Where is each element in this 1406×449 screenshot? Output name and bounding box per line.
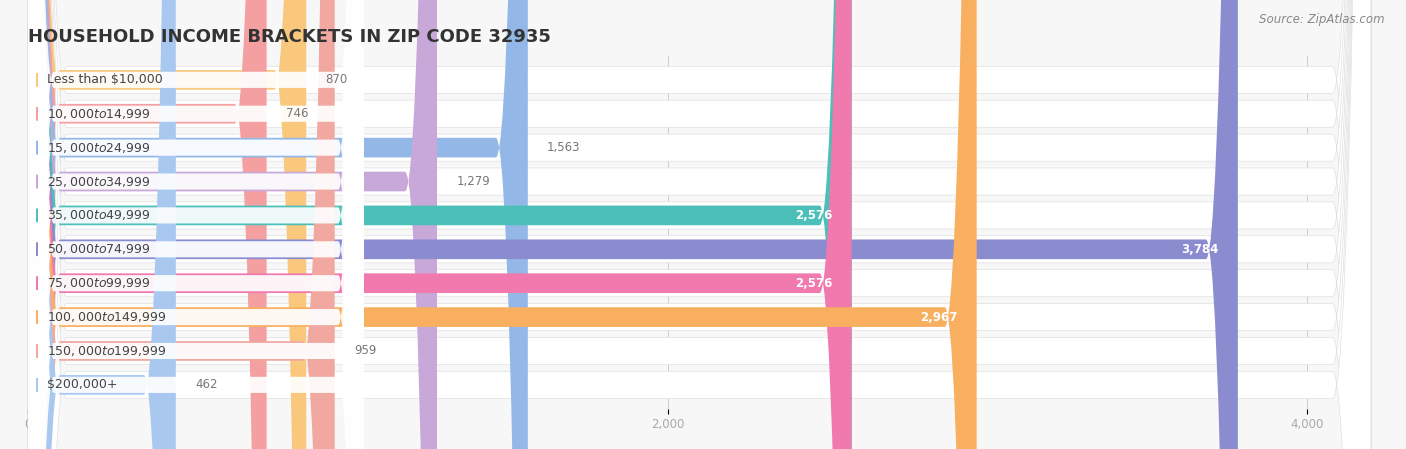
FancyBboxPatch shape (28, 0, 1371, 449)
Text: 870: 870 (325, 73, 347, 86)
FancyBboxPatch shape (28, 0, 364, 449)
Text: $35,000 to $49,999: $35,000 to $49,999 (46, 208, 150, 222)
FancyBboxPatch shape (28, 0, 364, 449)
Text: Less than $10,000: Less than $10,000 (46, 73, 163, 86)
FancyBboxPatch shape (28, 0, 364, 449)
FancyBboxPatch shape (28, 0, 364, 449)
FancyBboxPatch shape (28, 0, 364, 449)
Text: 1,279: 1,279 (456, 175, 489, 188)
FancyBboxPatch shape (28, 0, 335, 449)
FancyBboxPatch shape (28, 0, 527, 449)
Text: Source: ZipAtlas.com: Source: ZipAtlas.com (1260, 13, 1385, 26)
FancyBboxPatch shape (28, 0, 364, 449)
FancyBboxPatch shape (28, 0, 1371, 449)
Text: $10,000 to $14,999: $10,000 to $14,999 (46, 107, 150, 121)
Text: 2,576: 2,576 (796, 277, 832, 290)
FancyBboxPatch shape (28, 0, 364, 449)
FancyBboxPatch shape (28, 0, 1371, 449)
Text: $25,000 to $34,999: $25,000 to $34,999 (46, 175, 150, 189)
Text: HOUSEHOLD INCOME BRACKETS IN ZIP CODE 32935: HOUSEHOLD INCOME BRACKETS IN ZIP CODE 32… (28, 28, 551, 46)
Text: 3,784: 3,784 (1181, 243, 1219, 256)
Text: 462: 462 (195, 379, 218, 392)
Text: 959: 959 (354, 344, 377, 357)
Text: $150,000 to $199,999: $150,000 to $199,999 (46, 344, 166, 358)
FancyBboxPatch shape (28, 0, 1237, 449)
FancyBboxPatch shape (28, 0, 1371, 449)
FancyBboxPatch shape (28, 0, 1371, 449)
Text: $200,000+: $200,000+ (46, 379, 117, 392)
FancyBboxPatch shape (28, 0, 364, 449)
FancyBboxPatch shape (28, 0, 977, 449)
Text: 2,967: 2,967 (920, 311, 957, 324)
FancyBboxPatch shape (28, 0, 1371, 449)
Text: 1,563: 1,563 (547, 141, 581, 154)
FancyBboxPatch shape (28, 0, 1371, 449)
FancyBboxPatch shape (28, 0, 437, 449)
Text: $75,000 to $99,999: $75,000 to $99,999 (46, 276, 150, 290)
FancyBboxPatch shape (28, 0, 1371, 449)
FancyBboxPatch shape (28, 0, 267, 449)
FancyBboxPatch shape (28, 0, 364, 449)
FancyBboxPatch shape (28, 0, 1371, 449)
FancyBboxPatch shape (28, 0, 852, 449)
Text: 746: 746 (285, 107, 308, 120)
Text: $15,000 to $24,999: $15,000 to $24,999 (46, 141, 150, 154)
FancyBboxPatch shape (28, 0, 307, 449)
Text: 2,576: 2,576 (796, 209, 832, 222)
FancyBboxPatch shape (28, 0, 176, 449)
FancyBboxPatch shape (28, 0, 364, 449)
Text: $100,000 to $149,999: $100,000 to $149,999 (46, 310, 166, 324)
Text: $50,000 to $74,999: $50,000 to $74,999 (46, 242, 150, 256)
FancyBboxPatch shape (28, 0, 852, 449)
FancyBboxPatch shape (28, 0, 1371, 449)
